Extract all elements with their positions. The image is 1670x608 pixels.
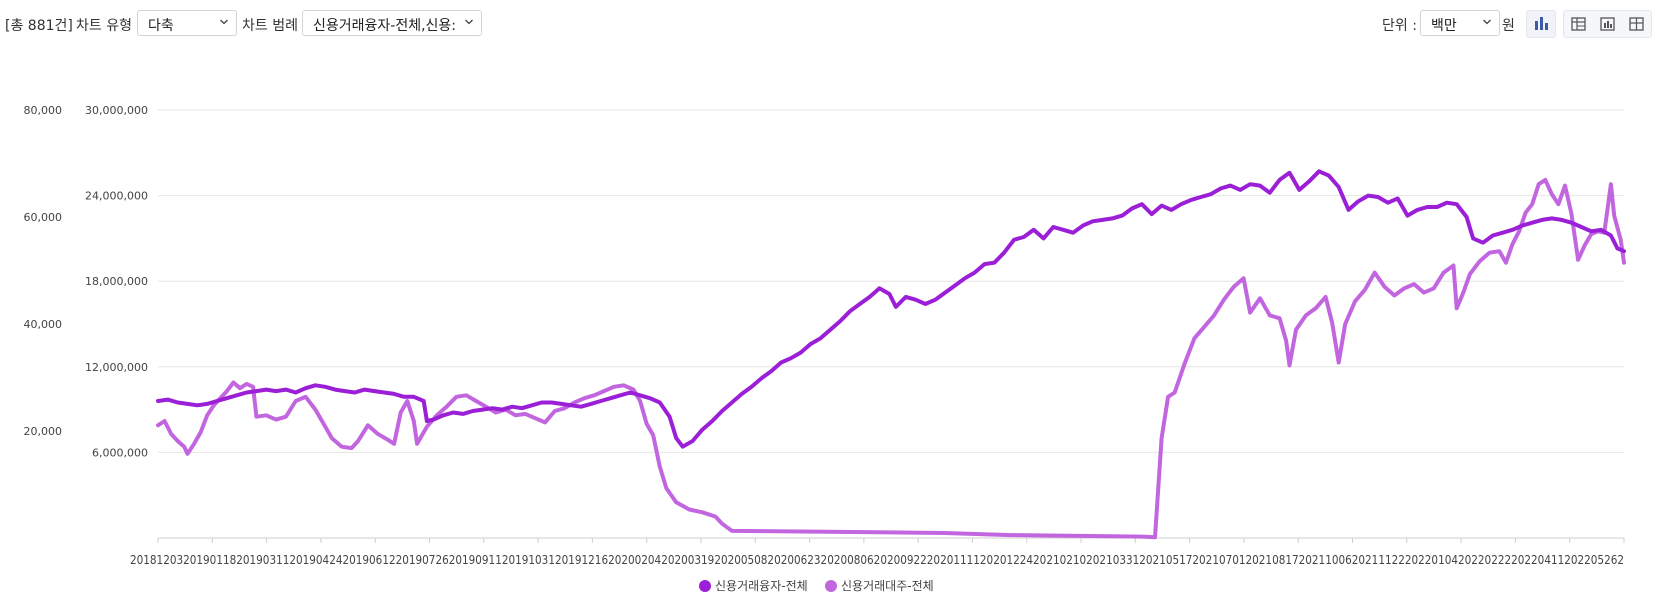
- legend-marker: [699, 580, 711, 592]
- bar-chart-button[interactable]: [1526, 10, 1556, 38]
- y-left-tick-label: 20,000: [24, 425, 63, 438]
- chevron-down-icon: [220, 19, 228, 25]
- y-right-tick-label: 12,000,000: [85, 361, 148, 374]
- chart-type-value: 다축: [148, 18, 174, 34]
- table-icon: [1629, 17, 1644, 31]
- chevron-down-icon: [1483, 19, 1491, 25]
- y-right-tick-label: 18,000,000: [85, 275, 148, 288]
- currency-label: 원: [1502, 18, 1515, 34]
- series-line: [156, 169, 1626, 449]
- grid-table-icon: [1571, 17, 1586, 31]
- chart-table-icon: [1600, 17, 1615, 31]
- unit-value: 백만: [1431, 18, 1457, 34]
- y-left-tick-label: 80,000: [24, 104, 63, 117]
- y-right-tick-label: 30,000,000: [85, 104, 148, 117]
- table-button[interactable]: [1622, 11, 1651, 37]
- bar-chart-icon: [1535, 17, 1548, 30]
- x-axis-ticks: [157, 538, 1625, 543]
- y-axis-left: 80,000 60,000 40,000 20,000: [24, 104, 63, 438]
- grid-table-button[interactable]: [1564, 11, 1593, 37]
- x-axis-tick-labels: 2018120320190118201903112019042420190612…: [130, 553, 1624, 567]
- unit-label: 단위 :: [1382, 18, 1417, 34]
- y-left-tick-label: 40,000: [24, 318, 63, 331]
- legend-label: 신용거래융자-전체: [715, 579, 808, 593]
- total-count: [총 881건]: [5, 18, 73, 34]
- series-lines: [156, 169, 1626, 540]
- chart-legend: 신용거래융자-전체 신용거래대주-전체: [699, 579, 934, 593]
- chevron-down-icon: [465, 19, 473, 25]
- line-chart: 80,000 60,000 40,000 20,000 30,000,000 24,00…: [24, 104, 1626, 593]
- grid-lines: [158, 109, 1624, 453]
- legend-label: 신용거래대주-전체: [841, 579, 934, 593]
- chart-legend-select[interactable]: 신용거래융자-전체,신용:: [302, 10, 482, 36]
- y-right-tick-label: 6,000,000: [92, 446, 148, 459]
- chart-legend-value: 신용거래융자-전체,신용:: [313, 18, 457, 34]
- y-left-tick-label: 60,000: [24, 211, 63, 224]
- legend-marker: [825, 580, 837, 592]
- y-axis-right: 30,000,000 24,000,000 18,000,000 12,000,000…: [85, 104, 148, 459]
- chart-toolbar: [총 881건] 차트 유형 다축 차트 범례 신용거래융자-전체,신용: 단위…: [0, 0, 1670, 48]
- y-right-tick-label: 24,000,000: [85, 190, 148, 203]
- chart-legend-label: 차트 범례: [242, 18, 298, 34]
- chart-type-label: 차트 유형: [76, 18, 132, 34]
- chart-table-button[interactable]: [1593, 11, 1622, 37]
- chart-type-select[interactable]: 다축: [137, 10, 237, 36]
- view-button-group: [1563, 10, 1652, 38]
- unit-select[interactable]: 백만: [1420, 10, 1500, 36]
- series-line: [156, 177, 1626, 540]
